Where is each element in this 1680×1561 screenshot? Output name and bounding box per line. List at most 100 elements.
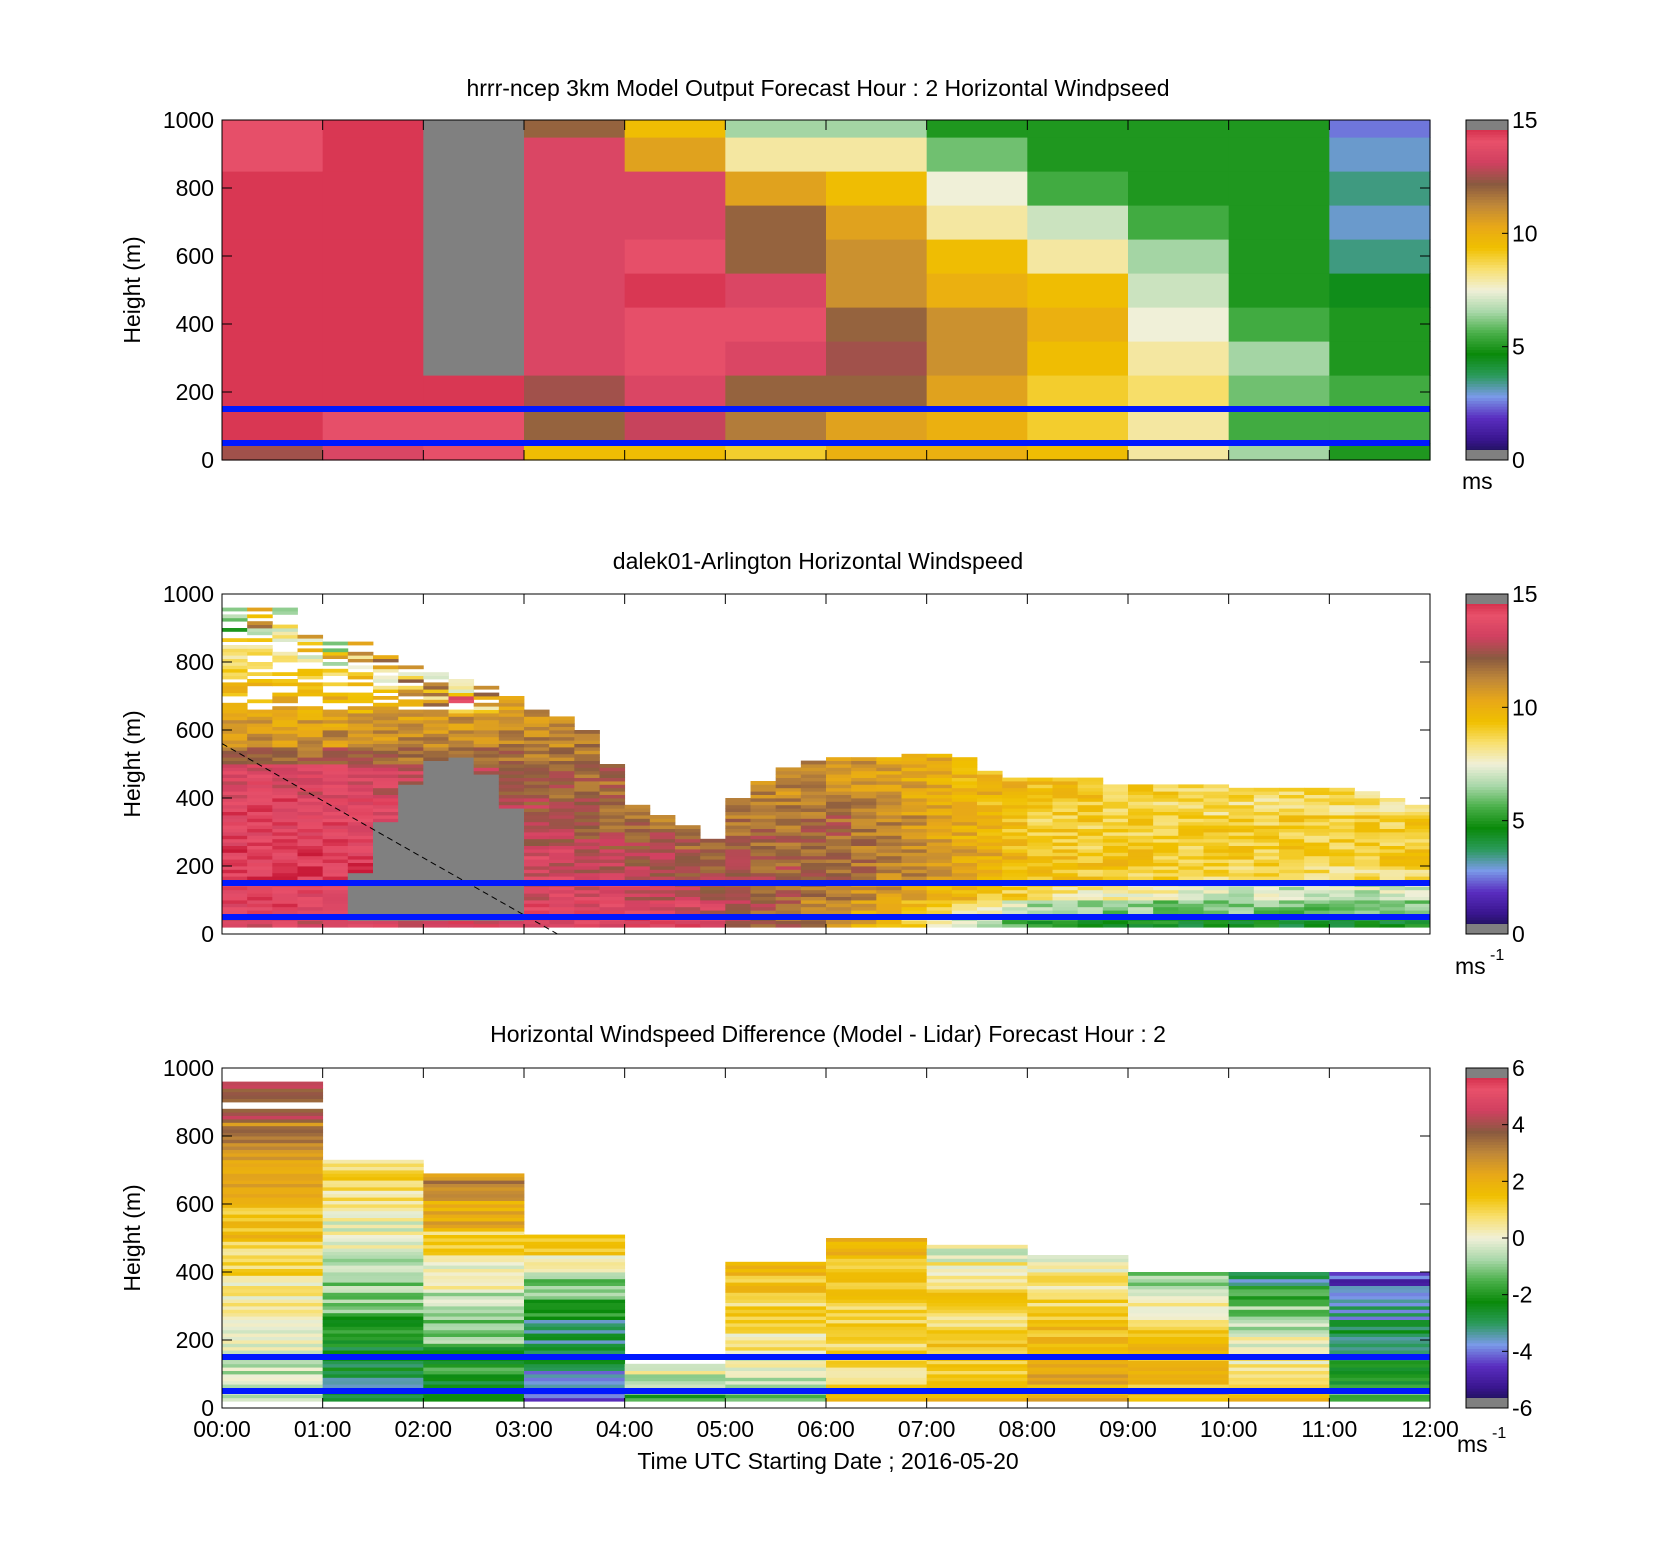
lidar-cell	[423, 753, 449, 758]
lidar-cell	[700, 903, 726, 908]
lidar-cell	[524, 743, 550, 748]
difference-cell	[826, 1343, 928, 1348]
lidar-cell	[549, 764, 575, 768]
lidar-cell	[1203, 866, 1230, 870]
lidar-cell	[851, 808, 877, 812]
lidar-cell	[247, 804, 273, 809]
difference-cell	[1128, 1272, 1230, 1276]
lidar-cell	[322, 835, 349, 840]
colorbar-segment	[1466, 749, 1508, 754]
difference-cell	[222, 1098, 324, 1103]
colorbar-segment	[1466, 1079, 1508, 1083]
x-tick-label: 08:00	[999, 1416, 1057, 1442]
lidar-cell	[1178, 801, 1204, 806]
lidar-cell	[574, 876, 600, 880]
lidar-cell	[498, 709, 525, 714]
difference-cell	[826, 1380, 928, 1385]
lidar-cell	[1354, 825, 1381, 829]
lidar-cell	[498, 760, 525, 765]
colorbar-segment	[1466, 1187, 1508, 1191]
lidar-cell	[1002, 896, 1028, 901]
lidar-cell	[725, 920, 751, 925]
model-cell	[826, 205, 928, 240]
lidar-cell	[1002, 811, 1028, 816]
lidar-cell	[649, 923, 676, 928]
lidar-cell	[700, 838, 726, 843]
lidar-cell	[1228, 876, 1255, 880]
lidar-cell	[549, 852, 575, 857]
lidar-cell	[1304, 801, 1330, 806]
lidar-cell	[1128, 855, 1154, 860]
lidar-cell	[448, 699, 475, 704]
lidar-cell	[247, 818, 273, 823]
lidar-cell	[1178, 900, 1204, 904]
colorbar-segment	[1466, 165, 1508, 169]
difference-cell	[222, 1125, 324, 1130]
lidar-cell	[423, 726, 449, 731]
model-cell	[1329, 120, 1431, 138]
difference-cell	[222, 1295, 324, 1300]
lidar-cell	[1027, 787, 1053, 792]
lidar-cell	[222, 713, 248, 717]
lidar-cell	[498, 896, 525, 901]
lidar-cell	[347, 852, 374, 857]
lidar-cell	[473, 825, 500, 829]
lidar-cell	[926, 859, 953, 863]
lidar-cell	[1304, 896, 1330, 901]
lidar-cell	[1329, 838, 1355, 843]
colorbar-segment	[1466, 207, 1508, 212]
lidar-cell	[322, 723, 349, 727]
difference-cell	[1329, 1316, 1431, 1320]
lidar-cell	[574, 886, 600, 891]
model-cell	[1329, 443, 1431, 461]
difference-cell	[725, 1278, 827, 1283]
difference-cell	[725, 1329, 827, 1334]
lidar-cell	[599, 801, 626, 806]
lidar-cell	[926, 815, 953, 819]
model-cell	[1228, 137, 1330, 172]
model-cell	[926, 239, 1028, 274]
lidar-cell	[1002, 777, 1028, 782]
lidar-cell	[1379, 893, 1406, 897]
lidar-cell	[272, 607, 298, 612]
lidar-cell	[373, 702, 399, 707]
model-cell	[826, 375, 928, 410]
colorbar-segment	[1466, 633, 1508, 637]
lidar-cell	[322, 787, 349, 792]
lidar-cell	[272, 736, 298, 741]
colorbar-segment	[1466, 1368, 1508, 1372]
lidar-cell	[599, 900, 626, 904]
lidar-cell	[498, 757, 525, 761]
lidar-cell	[1027, 866, 1053, 870]
lidar-cell	[1279, 835, 1305, 840]
panel-difference-ylabel: Height (m)	[119, 1184, 145, 1291]
lidar-cell	[1027, 818, 1053, 823]
lidar-cell	[423, 723, 449, 727]
lidar-cell	[398, 869, 424, 874]
difference-cell	[1027, 1346, 1129, 1351]
lidar-cell	[1379, 849, 1406, 853]
lidar-cell	[951, 910, 978, 914]
lidar-cell	[498, 903, 525, 908]
lidar-cell	[1304, 832, 1330, 836]
lidar-cell	[1379, 852, 1406, 857]
lidar-cell	[1052, 852, 1079, 857]
colorbar-segment	[1466, 443, 1508, 447]
difference-cell	[1128, 1336, 1230, 1341]
lidar-cell	[1102, 906, 1129, 911]
difference-cell	[826, 1299, 928, 1303]
lidar-cell	[1329, 896, 1355, 901]
lidar-cell	[826, 903, 852, 908]
lidar-cell	[398, 767, 424, 772]
lidar-cell	[901, 876, 928, 880]
lidar-cell	[1228, 872, 1255, 877]
lidar-cell	[926, 770, 953, 775]
lidar-cell	[1002, 798, 1028, 802]
difference-cell	[926, 1258, 1028, 1263]
lidar-cell	[1077, 828, 1104, 833]
lidar-cell	[1027, 821, 1053, 826]
lidar-cell	[826, 760, 852, 765]
lidar-cell	[549, 719, 575, 724]
lidar-cell	[347, 726, 374, 731]
lidar-cell	[473, 866, 500, 870]
